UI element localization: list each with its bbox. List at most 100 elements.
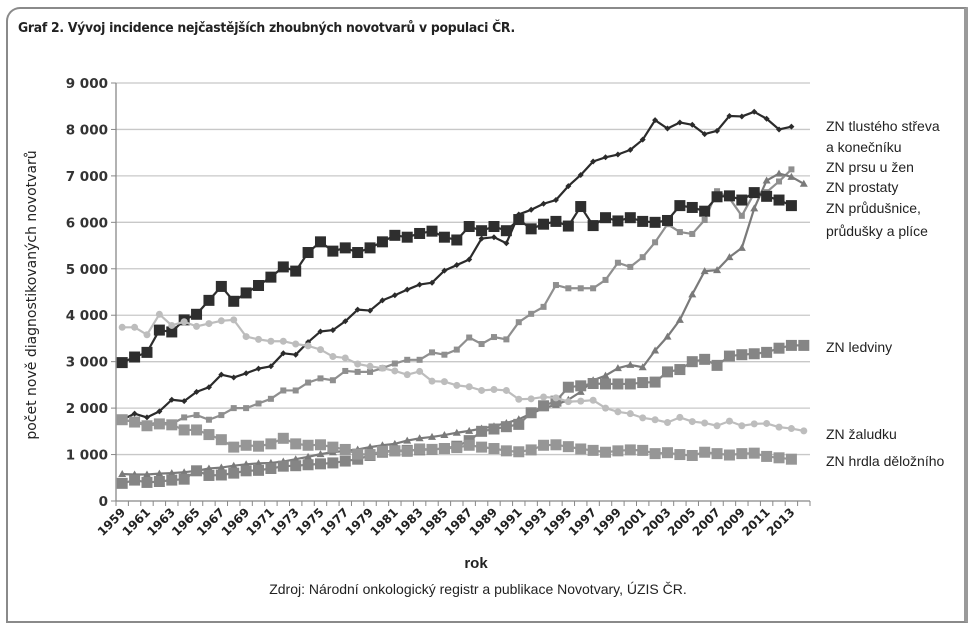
data-point [428, 377, 436, 385]
data-point [562, 220, 574, 232]
figure-title: Graf 2. Vývoj incidence nejčastějších zh… [18, 20, 515, 36]
y-axis-label: počet nově diagnostikovaných novotvarů [24, 150, 40, 439]
data-point [230, 316, 238, 324]
data-point [652, 117, 659, 124]
data-point [649, 448, 661, 460]
data-point [624, 378, 636, 390]
data-point [440, 431, 449, 439]
data-point [750, 204, 759, 212]
data-point [314, 236, 326, 248]
data-point [203, 294, 215, 306]
data-point [661, 447, 673, 459]
data-point [404, 286, 411, 293]
data-point [228, 467, 240, 479]
data-point [773, 342, 785, 354]
data-point [773, 452, 785, 464]
data-point [129, 351, 141, 363]
data-point [638, 363, 647, 371]
data-point [565, 183, 572, 190]
data-point [639, 136, 646, 143]
data-point [762, 176, 771, 184]
data-point [379, 297, 386, 304]
data-point [600, 212, 612, 224]
data-point [290, 265, 302, 277]
data-point [277, 460, 289, 472]
series-layer [116, 108, 810, 489]
data-point [391, 292, 398, 299]
data-point [699, 205, 711, 217]
data-point [463, 439, 475, 451]
data-point [686, 201, 698, 213]
data-point [686, 356, 698, 368]
data-point [339, 242, 351, 254]
data-point [723, 190, 735, 202]
data-point [577, 285, 584, 292]
data-point [590, 285, 597, 292]
data-point [304, 452, 313, 460]
data-point [292, 340, 300, 348]
source-note: Zdroj: Národní onkologický registr a pub… [269, 581, 687, 597]
data-point [639, 414, 647, 422]
data-point [674, 364, 686, 376]
data-point [404, 356, 411, 363]
data-point [500, 445, 512, 457]
data-point [674, 200, 686, 212]
data-point [429, 279, 436, 286]
data-point [290, 438, 302, 450]
data-point [253, 440, 265, 452]
data-point [564, 398, 572, 406]
data-point [426, 225, 438, 237]
data-point [538, 439, 550, 451]
data-point [316, 346, 324, 354]
data-point [699, 446, 711, 458]
data-point [292, 351, 299, 358]
data-point [627, 146, 634, 153]
data-point [701, 419, 709, 427]
data-point [711, 191, 723, 203]
data-point [748, 348, 760, 360]
data-point [714, 127, 721, 134]
data-point [761, 450, 773, 462]
y-tick-label: 3 000 [66, 355, 108, 371]
data-point [600, 378, 612, 390]
data-point [453, 346, 460, 353]
data-point [785, 453, 797, 465]
legend-label: ZN žaludku [826, 426, 897, 442]
data-point [339, 443, 351, 455]
data-point [476, 225, 488, 237]
data-point [562, 381, 574, 393]
data-point [316, 450, 325, 458]
data-point [701, 217, 708, 224]
data-point [723, 449, 735, 461]
data-point [255, 335, 263, 343]
data-point [341, 354, 349, 362]
data-point [701, 131, 708, 138]
data-point [711, 448, 723, 460]
data-point [637, 444, 649, 456]
data-point [649, 376, 661, 388]
data-point [674, 449, 686, 461]
data-point [203, 469, 215, 481]
data-point [314, 439, 326, 451]
series-7 [116, 414, 797, 465]
data-point [601, 371, 610, 379]
data-point [178, 473, 190, 485]
data-point [142, 470, 151, 478]
data-point [403, 436, 412, 444]
data-point [663, 419, 671, 427]
data-point [205, 320, 213, 328]
data-point [218, 371, 225, 378]
data-point [751, 108, 758, 115]
data-point [280, 350, 287, 357]
data-point [626, 360, 635, 368]
data-point [513, 214, 525, 226]
data-point [711, 359, 723, 371]
data-point [143, 331, 151, 339]
data-point [205, 384, 212, 391]
data-point [714, 188, 721, 195]
data-point [265, 462, 277, 474]
data-point [540, 303, 547, 310]
data-point [725, 253, 734, 261]
data-point [277, 261, 289, 273]
